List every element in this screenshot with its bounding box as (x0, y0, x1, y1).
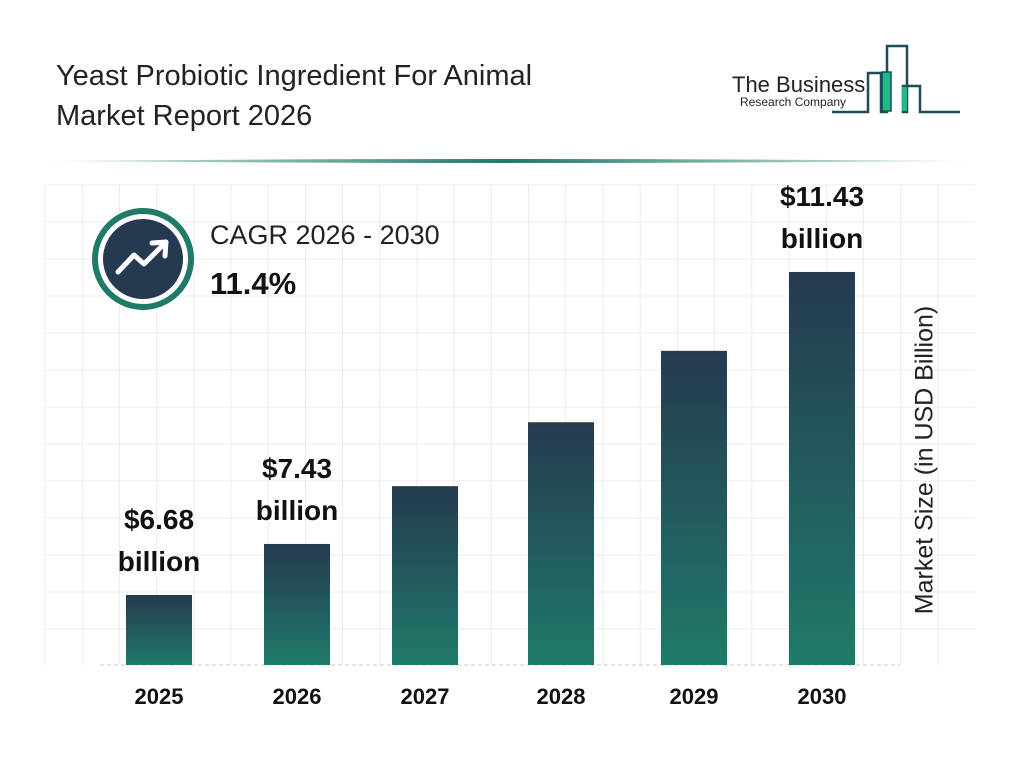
data-label-unit: billion (781, 223, 863, 254)
x-tick-label: 2030 (798, 684, 847, 709)
bar-2026 (264, 543, 330, 665)
y-axis-label: Market Size (in USD Billion) (910, 305, 939, 615)
svg-text:The Business: The Business (732, 72, 865, 97)
data-label-value: $11.43 (780, 181, 864, 212)
x-tick-label: 2026 (273, 684, 322, 709)
labels: 2025 2026 2027 2028 2029 2030 $6.68 billion $7.4… (118, 181, 864, 709)
x-tick-label: 2028 (537, 684, 586, 709)
bars (126, 271, 855, 665)
chart-title: Yeast Probiotic Ingredient For Animal Ma… (56, 56, 532, 136)
bar-2025 (126, 594, 192, 665)
bar-2027 (392, 486, 458, 665)
cagr-value: 11.4% (210, 266, 297, 301)
data-label-value: $6.68 (124, 504, 194, 535)
data-label-value: $7.43 (262, 453, 332, 484)
bar-2030 (789, 271, 855, 665)
title-line-1: Yeast Probiotic Ingredient For Animal (56, 60, 533, 92)
data-label-unit: billion (256, 495, 338, 526)
bar-2028 (528, 422, 594, 665)
x-tick-label: 2025 (135, 684, 184, 709)
cagr-badge (92, 208, 194, 310)
title-divider (40, 159, 970, 163)
data-label-unit: billion (118, 546, 200, 577)
svg-text:Research Company: Research Company (740, 95, 846, 109)
bar-2029 (661, 350, 727, 665)
trend-up-arrow-icon (115, 239, 169, 275)
x-tick-label: 2029 (670, 684, 719, 709)
company-logo: The Business Research Company (732, 44, 960, 114)
cagr-label: CAGR 2026 - 2030 (210, 220, 440, 250)
x-tick-label: 2027 (401, 684, 450, 709)
title-line-2: Market Report 2026 (56, 100, 313, 132)
